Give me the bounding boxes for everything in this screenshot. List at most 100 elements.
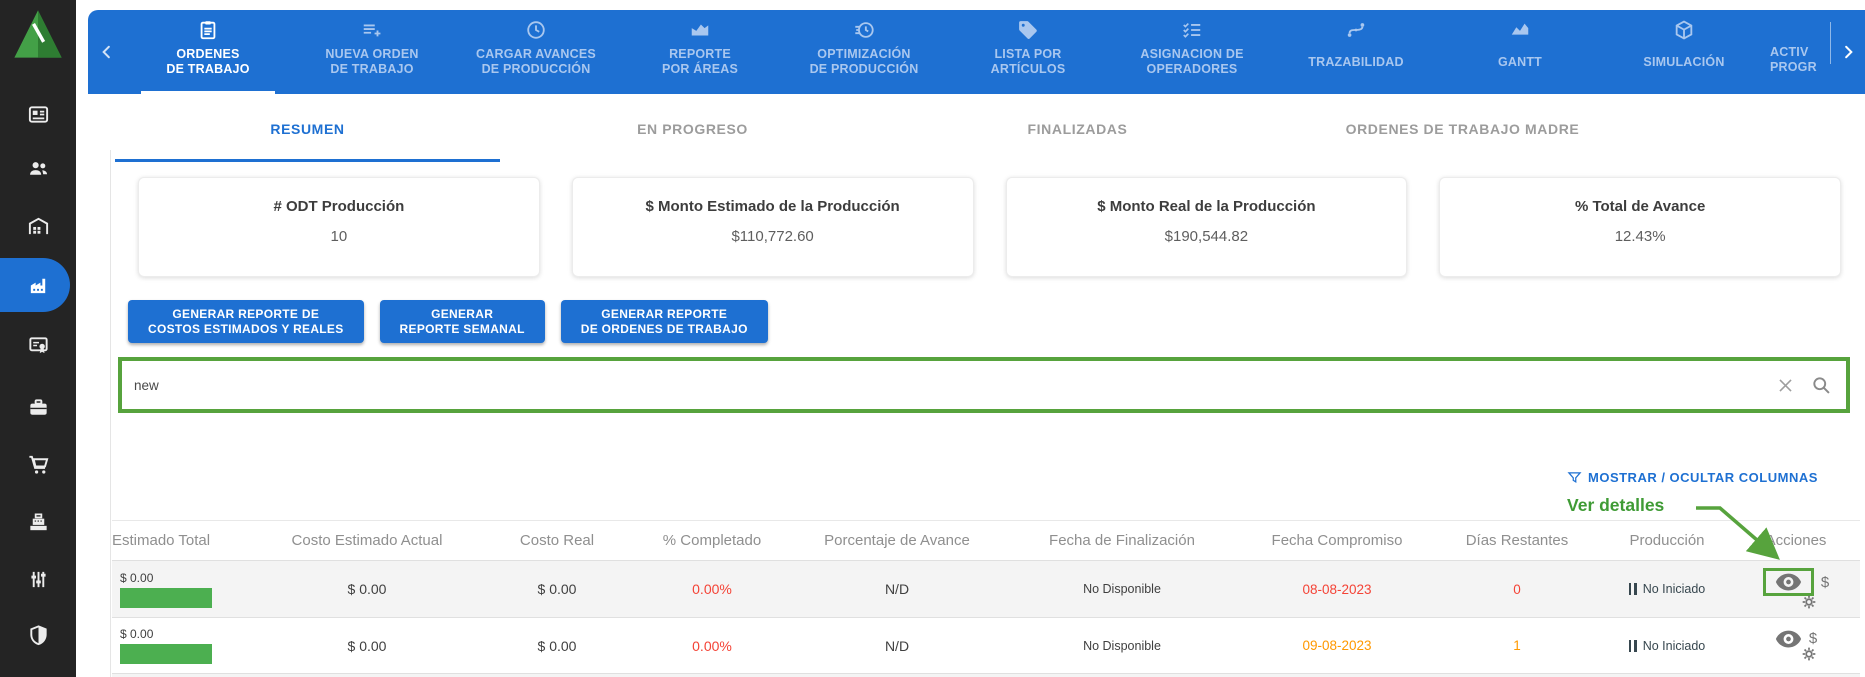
card-monto-real: $ Monto Real de la Producción $190,544.8… xyxy=(1005,177,1408,277)
filter-funnel-icon xyxy=(1567,472,1582,484)
nav-item-nueva-orden[interactable]: NUEVA ORDEN DE TRABAJO xyxy=(290,10,454,94)
card-value: $110,772.60 xyxy=(731,228,814,245)
nav-label-line: ASIGNACION DE xyxy=(1140,47,1244,61)
nav-label-line: OPTIMIZACIÓN xyxy=(817,47,911,61)
sidebar-item-production[interactable] xyxy=(0,258,76,312)
news-icon xyxy=(28,105,48,123)
summary-cards: # ODT Producción 10 $ Monto Estimado de … xyxy=(138,177,1841,277)
nav-item-lista-articulos[interactable]: LISTA POR ARTÍCULOS xyxy=(946,10,1110,94)
ver-detalles-annotation: Ver detalles xyxy=(1567,495,1665,515)
sidebar-item-news[interactable] xyxy=(0,91,76,137)
nav-label-line: LISTA POR xyxy=(994,47,1062,61)
card-value: 10 xyxy=(330,228,348,245)
sidebar-item-cart[interactable] xyxy=(0,441,76,487)
clock-icon xyxy=(525,18,547,42)
clear-search-icon[interactable] xyxy=(1776,376,1795,395)
table-row: $ 0.00 $ 0.00 $ 0.00 0.00% N/D No Dispon… xyxy=(112,560,1860,617)
nav-item-asignacion-operadores[interactable]: ASIGNACION DE OPERADORES xyxy=(1110,10,1274,94)
tab-en-progreso[interactable]: EN PROGRESO xyxy=(637,121,748,137)
view-details-eye-icon[interactable] xyxy=(1775,630,1802,648)
generar-reporte-semanal-button[interactable]: GENERAR REPORTE SEMANAL xyxy=(379,300,545,343)
sidebar-item-sliders[interactable] xyxy=(0,556,76,602)
cell-fecha-finalizacion: No Disponible xyxy=(1083,638,1161,653)
cell-produccion: No Iniciado xyxy=(1602,561,1732,617)
nav-item-ordenes-de-trabajo[interactable]: ORDENES DE TRABAJO xyxy=(126,10,290,94)
cell-acciones: $ xyxy=(1732,561,1860,617)
card-title: $ Monto Estimado de la Producción xyxy=(645,198,900,215)
certificate-icon xyxy=(28,336,48,353)
clipboard-icon xyxy=(197,18,219,42)
nav-item-gantt[interactable]: GANTT xyxy=(1438,10,1602,94)
search-input[interactable] xyxy=(122,377,1776,393)
app-logo xyxy=(11,7,65,61)
chevron-right-icon xyxy=(1845,45,1853,59)
sidebar-item-shield[interactable] xyxy=(0,612,76,658)
column-header-fecha-finalizacion[interactable]: Fecha de Finalización xyxy=(1049,532,1195,549)
nav-label-line: DE PRODUCCIÓN xyxy=(481,62,591,76)
nav-label-line: DE TRABAJO xyxy=(330,62,414,76)
money-icon[interactable]: $ xyxy=(1808,630,1818,647)
view-details-eye-icon[interactable] xyxy=(1775,573,1802,591)
cart-icon xyxy=(28,455,48,474)
nav-item-optimizacion[interactable]: OPTIMIZACIÓN DE PRODUCCIÓN xyxy=(782,10,946,94)
timer-icon xyxy=(853,18,875,42)
process-gear-icon[interactable] xyxy=(1801,594,1817,610)
card-odt-produccion: # ODT Producción 10 xyxy=(138,177,540,277)
nav-label-line: NUEVA ORDEN xyxy=(325,47,419,61)
sidebar-item-register[interactable] xyxy=(0,499,76,545)
nav-divider xyxy=(1830,22,1831,64)
generar-reporte-costos-button[interactable]: GENERAR REPORTE DE COSTOS ESTIMADOS Y RE… xyxy=(128,300,364,343)
nav-item-reporte-areas[interactable]: REPORTE POR ÁREAS xyxy=(618,10,782,94)
nav-item-cargar-avances[interactable]: CARGAR AVANCES DE PRODUCCIÓN xyxy=(454,10,618,94)
card-title: $ Monto Real de la Producción xyxy=(1097,198,1316,215)
sidebar-item-people[interactable] xyxy=(0,145,76,191)
column-header-costo-estimado-actual[interactable]: Costo Estimado Actual xyxy=(291,532,443,549)
cash-register-icon xyxy=(29,512,47,530)
sidebar-item-warehouse[interactable] xyxy=(0,203,76,249)
card-title: # ODT Producción xyxy=(273,198,405,215)
progress-bar xyxy=(120,644,212,664)
nav-scroll-right-button[interactable] xyxy=(1831,10,1865,94)
cell-porcentaje-avance: N/D xyxy=(884,637,910,654)
process-gear-icon[interactable] xyxy=(1801,646,1817,662)
cell-dias-restantes: 1 xyxy=(1513,638,1521,653)
sidebar-item-certificate[interactable] xyxy=(0,322,76,368)
nav-label-line: SIMULACIÓN xyxy=(1643,54,1725,69)
cell-costo-real: $ 0.00 xyxy=(537,637,577,654)
table-header: Estimado Total Costo Estimado Actual Cos… xyxy=(112,520,1860,560)
tab-ordenes-madre[interactable]: ORDENES DE TRABAJO MADRE xyxy=(1345,121,1580,137)
column-header-costo-real[interactable]: Costo Real xyxy=(519,532,595,549)
generar-reporte-odt-button[interactable]: GENERAR REPORTE DE ORDENES DE TRABAJO xyxy=(560,300,768,343)
tab-resumen[interactable]: RESUMEN xyxy=(115,96,500,162)
column-header-produccion[interactable]: Producción xyxy=(1629,532,1705,549)
column-header-fecha-compromiso[interactable]: Fecha Compromiso xyxy=(1271,532,1403,549)
column-header-completado[interactable]: % Completado xyxy=(662,532,762,549)
nav-item-actividades-programadas[interactable]: ACTIV PROGR xyxy=(1766,10,1830,94)
search-icon[interactable] xyxy=(1811,375,1832,396)
cell-porcentaje-avance: N/D xyxy=(884,581,910,597)
cell-produccion: No Iniciado xyxy=(1602,618,1732,673)
tab-finalizadas[interactable]: FINALIZADAS xyxy=(1027,121,1128,137)
column-header-porcentaje-avance[interactable]: Porcentaje de Avance xyxy=(824,532,970,549)
cell-acciones: $ xyxy=(1732,618,1860,673)
show-hide-columns-button[interactable]: MOSTRAR / OCULTAR COLUMNAS xyxy=(1567,470,1818,485)
nav-item-trazabilidad[interactable]: TRAZABILIDAD xyxy=(1274,10,1438,94)
cell-costo-estimado-actual: $ 0.00 xyxy=(347,581,387,597)
nav-label-line: TRAZABILIDAD xyxy=(1308,54,1404,69)
chevron-left-icon xyxy=(102,45,110,59)
sidebar-item-briefcase[interactable] xyxy=(0,384,76,430)
column-header-costo-estimado-total[interactable]: Estimado Total xyxy=(112,532,211,549)
column-header-acciones[interactable]: Acciones xyxy=(1765,532,1827,549)
money-icon[interactable]: $ xyxy=(1820,573,1830,591)
report-buttons: GENERAR REPORTE DE COSTOS ESTIMADOS Y RE… xyxy=(128,300,768,343)
warehouse-icon xyxy=(28,217,48,234)
cell-costo-estimado-actual: $ 0.00 xyxy=(347,637,387,654)
nav-item-simulacion[interactable]: SIMULACIÓN xyxy=(1602,10,1766,94)
card-value: $190,544.82 xyxy=(1164,228,1249,245)
cube-icon xyxy=(1673,18,1695,42)
nav-scroll-left-button[interactable] xyxy=(88,10,126,94)
cell-costo-real: $ 0.00 xyxy=(537,581,577,597)
cell-fecha-compromiso: 08-08-2023 xyxy=(1302,581,1372,597)
column-header-dias-restantes[interactable]: Días Restantes xyxy=(1465,532,1569,549)
